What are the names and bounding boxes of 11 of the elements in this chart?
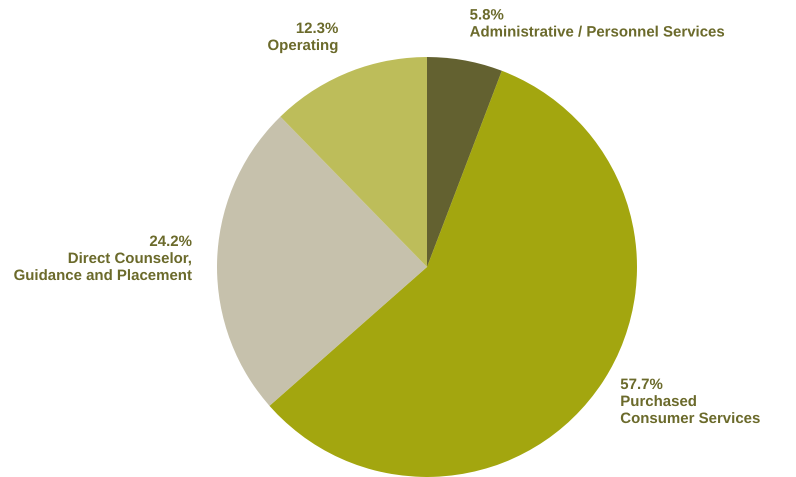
- data-label: 57.7%: [620, 376, 663, 394]
- slice-label: Direct Counselor, Guidance and Placement: [14, 250, 192, 284]
- pie-slice: [427, 57, 502, 267]
- slice-label: Purchased Consumer Services: [620, 393, 760, 428]
- pie-slice: [280, 57, 427, 267]
- data-label: 24.2%: [149, 233, 192, 250]
- slice-label: Administrative / Personnel Services: [470, 24, 725, 41]
- slice-label: Operating: [268, 37, 338, 54]
- data-label: 5.8%: [470, 6, 504, 24]
- data-label: 12.3%: [296, 20, 338, 38]
- pie-slice: [217, 116, 427, 406]
